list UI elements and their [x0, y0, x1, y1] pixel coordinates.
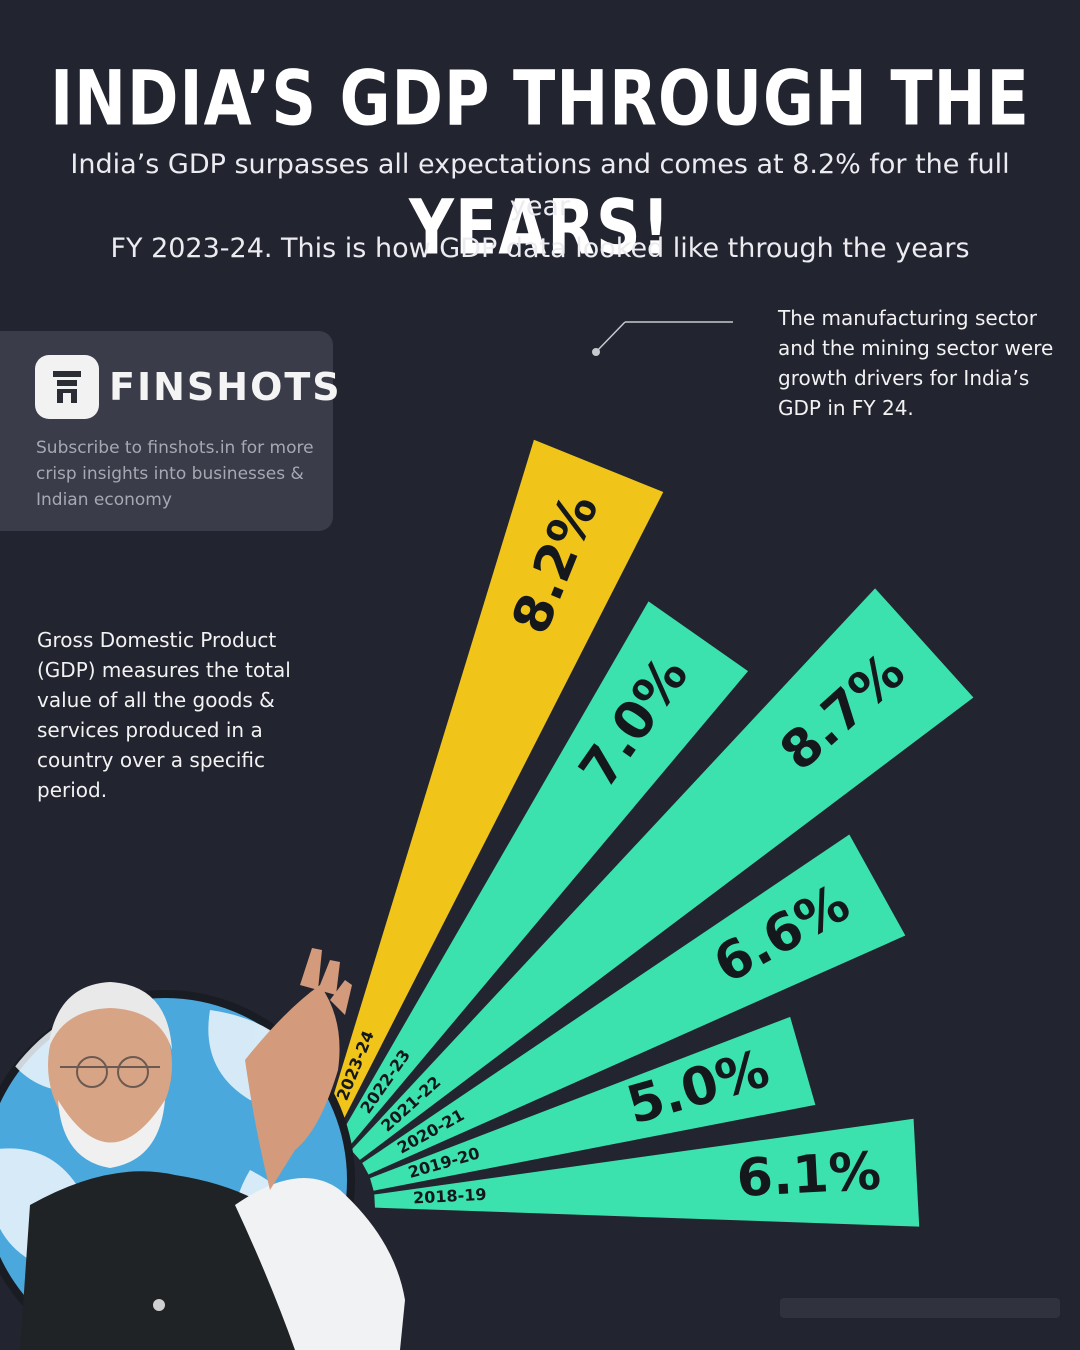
subtitle-line-2: FY 2023-24. This is how GDP data looked …	[110, 233, 970, 264]
watermark	[780, 1298, 1060, 1318]
bar-2021-22	[351, 588, 974, 1160]
chart-bars: 2018-19 6.1%2019-205.0%2020-216.6%2021-22…	[321, 439, 974, 1227]
finshots-card: FINSHOTS Subscribe to finshots.in for mo…	[0, 331, 340, 531]
bar-2018-19	[374, 1118, 920, 1227]
subtitle-line-1: India’s GDP surpasses all expectations a…	[70, 149, 1010, 222]
person-illustration	[20, 948, 405, 1350]
page-title: INDIA’S GDP THROUGH THE YEARS!	[50, 53, 1030, 272]
page-subtitle: India’s GDP surpasses all expectations a…	[60, 144, 1020, 270]
year-label-2018-19: 2018-19	[413, 1185, 487, 1208]
annotation-left: Gross Domestic Product (GDP) measures th…	[37, 628, 291, 802]
bar-2023-24	[321, 439, 664, 1139]
brand-name: FINSHOTS	[109, 365, 342, 409]
annotation-callout	[592, 321, 733, 356]
value-label-2018-19: 6.1%	[735, 1142, 882, 1209]
bar-2022-23	[337, 601, 749, 1148]
brand-description: Subscribe to finshots.in for more crisp …	[36, 438, 314, 510]
bar-2020-21	[362, 834, 906, 1175]
bar-2019-20	[370, 1016, 816, 1191]
annotation-right: The manufacturing sector and the mining …	[778, 306, 1054, 420]
finshots-logo-icon	[35, 355, 99, 419]
